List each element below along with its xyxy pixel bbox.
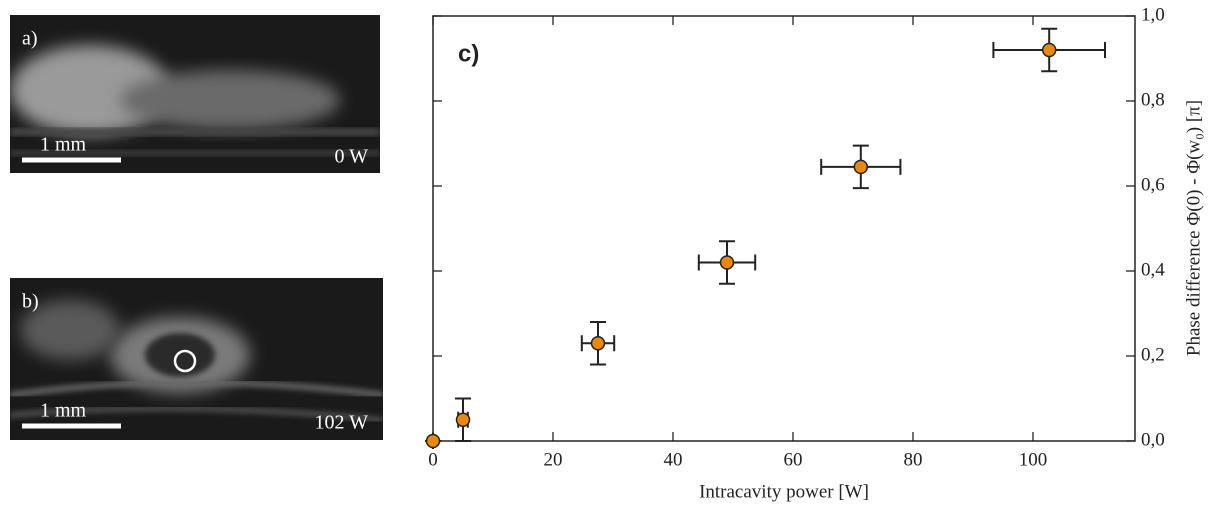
y-tick-label: 0,6	[1141, 174, 1165, 195]
data-point	[1041, 42, 1057, 58]
panel-label: a)	[22, 28, 38, 50]
x-tick-label: 40	[664, 449, 683, 470]
y-tick-label: 0,2	[1141, 344, 1165, 365]
image-b	[10, 278, 383, 440]
x-tick-label: 100	[1019, 449, 1048, 470]
image-a	[10, 15, 380, 173]
y-tick-label: 0,8	[1141, 89, 1165, 110]
y-tick-label: 1,0	[1141, 4, 1165, 25]
data-point	[719, 255, 735, 270]
y-tick-label: 0,0	[1141, 429, 1165, 450]
panel-label: c)	[458, 40, 479, 67]
data-point	[455, 412, 471, 427]
x-tick-label: 20	[544, 449, 563, 470]
scale-label: 1 mm	[40, 134, 87, 156]
x-tick-label: 0	[428, 449, 438, 470]
panel-label: b)	[22, 291, 39, 313]
y-tick-label: 0,4	[1141, 259, 1165, 280]
data-point	[853, 159, 869, 175]
y-axis-label: Phase difference Φ(0) - Φ(w₀) [π]	[1183, 100, 1204, 356]
power-label: 102 W	[314, 412, 368, 434]
x-tick-label: 80	[904, 449, 923, 470]
data-point	[590, 336, 606, 351]
power-label: 0 W	[334, 146, 368, 168]
x-axis-label: Intracavity power [W]	[699, 481, 869, 502]
x-tick-label: 60	[784, 449, 803, 470]
data-point	[425, 433, 441, 449]
scale-label: 1 mm	[40, 400, 87, 422]
plot-frame	[432, 15, 1136, 442]
